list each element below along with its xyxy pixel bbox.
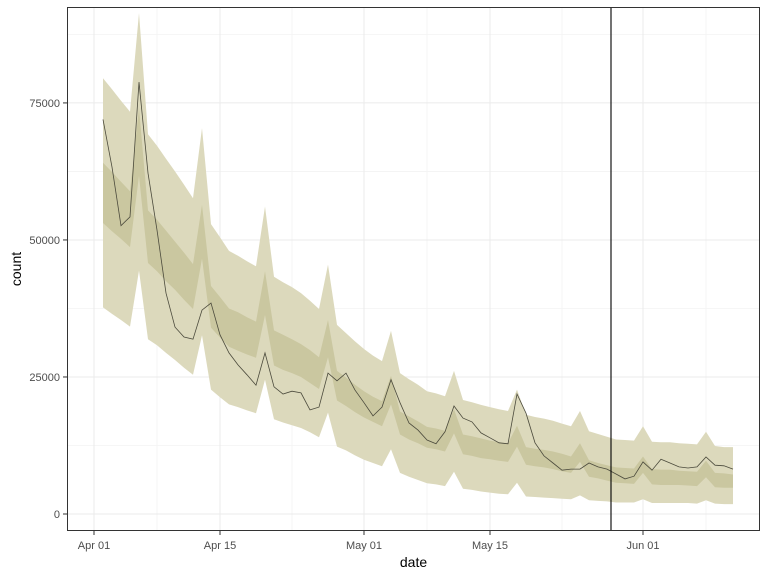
y-axis-ticks: 0 25000 50000 75000 xyxy=(29,98,67,521)
y-tick-label: 25000 xyxy=(29,372,60,384)
y-axis-title: count xyxy=(8,252,24,286)
x-axis-ticks: Apr 01 Apr 15 May 01 May 15 Jun 01 xyxy=(78,531,660,552)
x-tick-label: May 01 xyxy=(346,540,382,552)
y-tick-label: 75000 xyxy=(29,98,60,110)
x-tick-label: Apr 01 xyxy=(78,540,110,552)
x-tick-label: Apr 15 xyxy=(204,540,236,552)
x-axis-title: date xyxy=(400,554,427,570)
y-tick-label: 50000 xyxy=(29,235,60,247)
x-tick-label: May 15 xyxy=(472,540,508,552)
y-tick-label: 0 xyxy=(54,509,60,521)
x-tick-label: Jun 01 xyxy=(626,540,659,552)
